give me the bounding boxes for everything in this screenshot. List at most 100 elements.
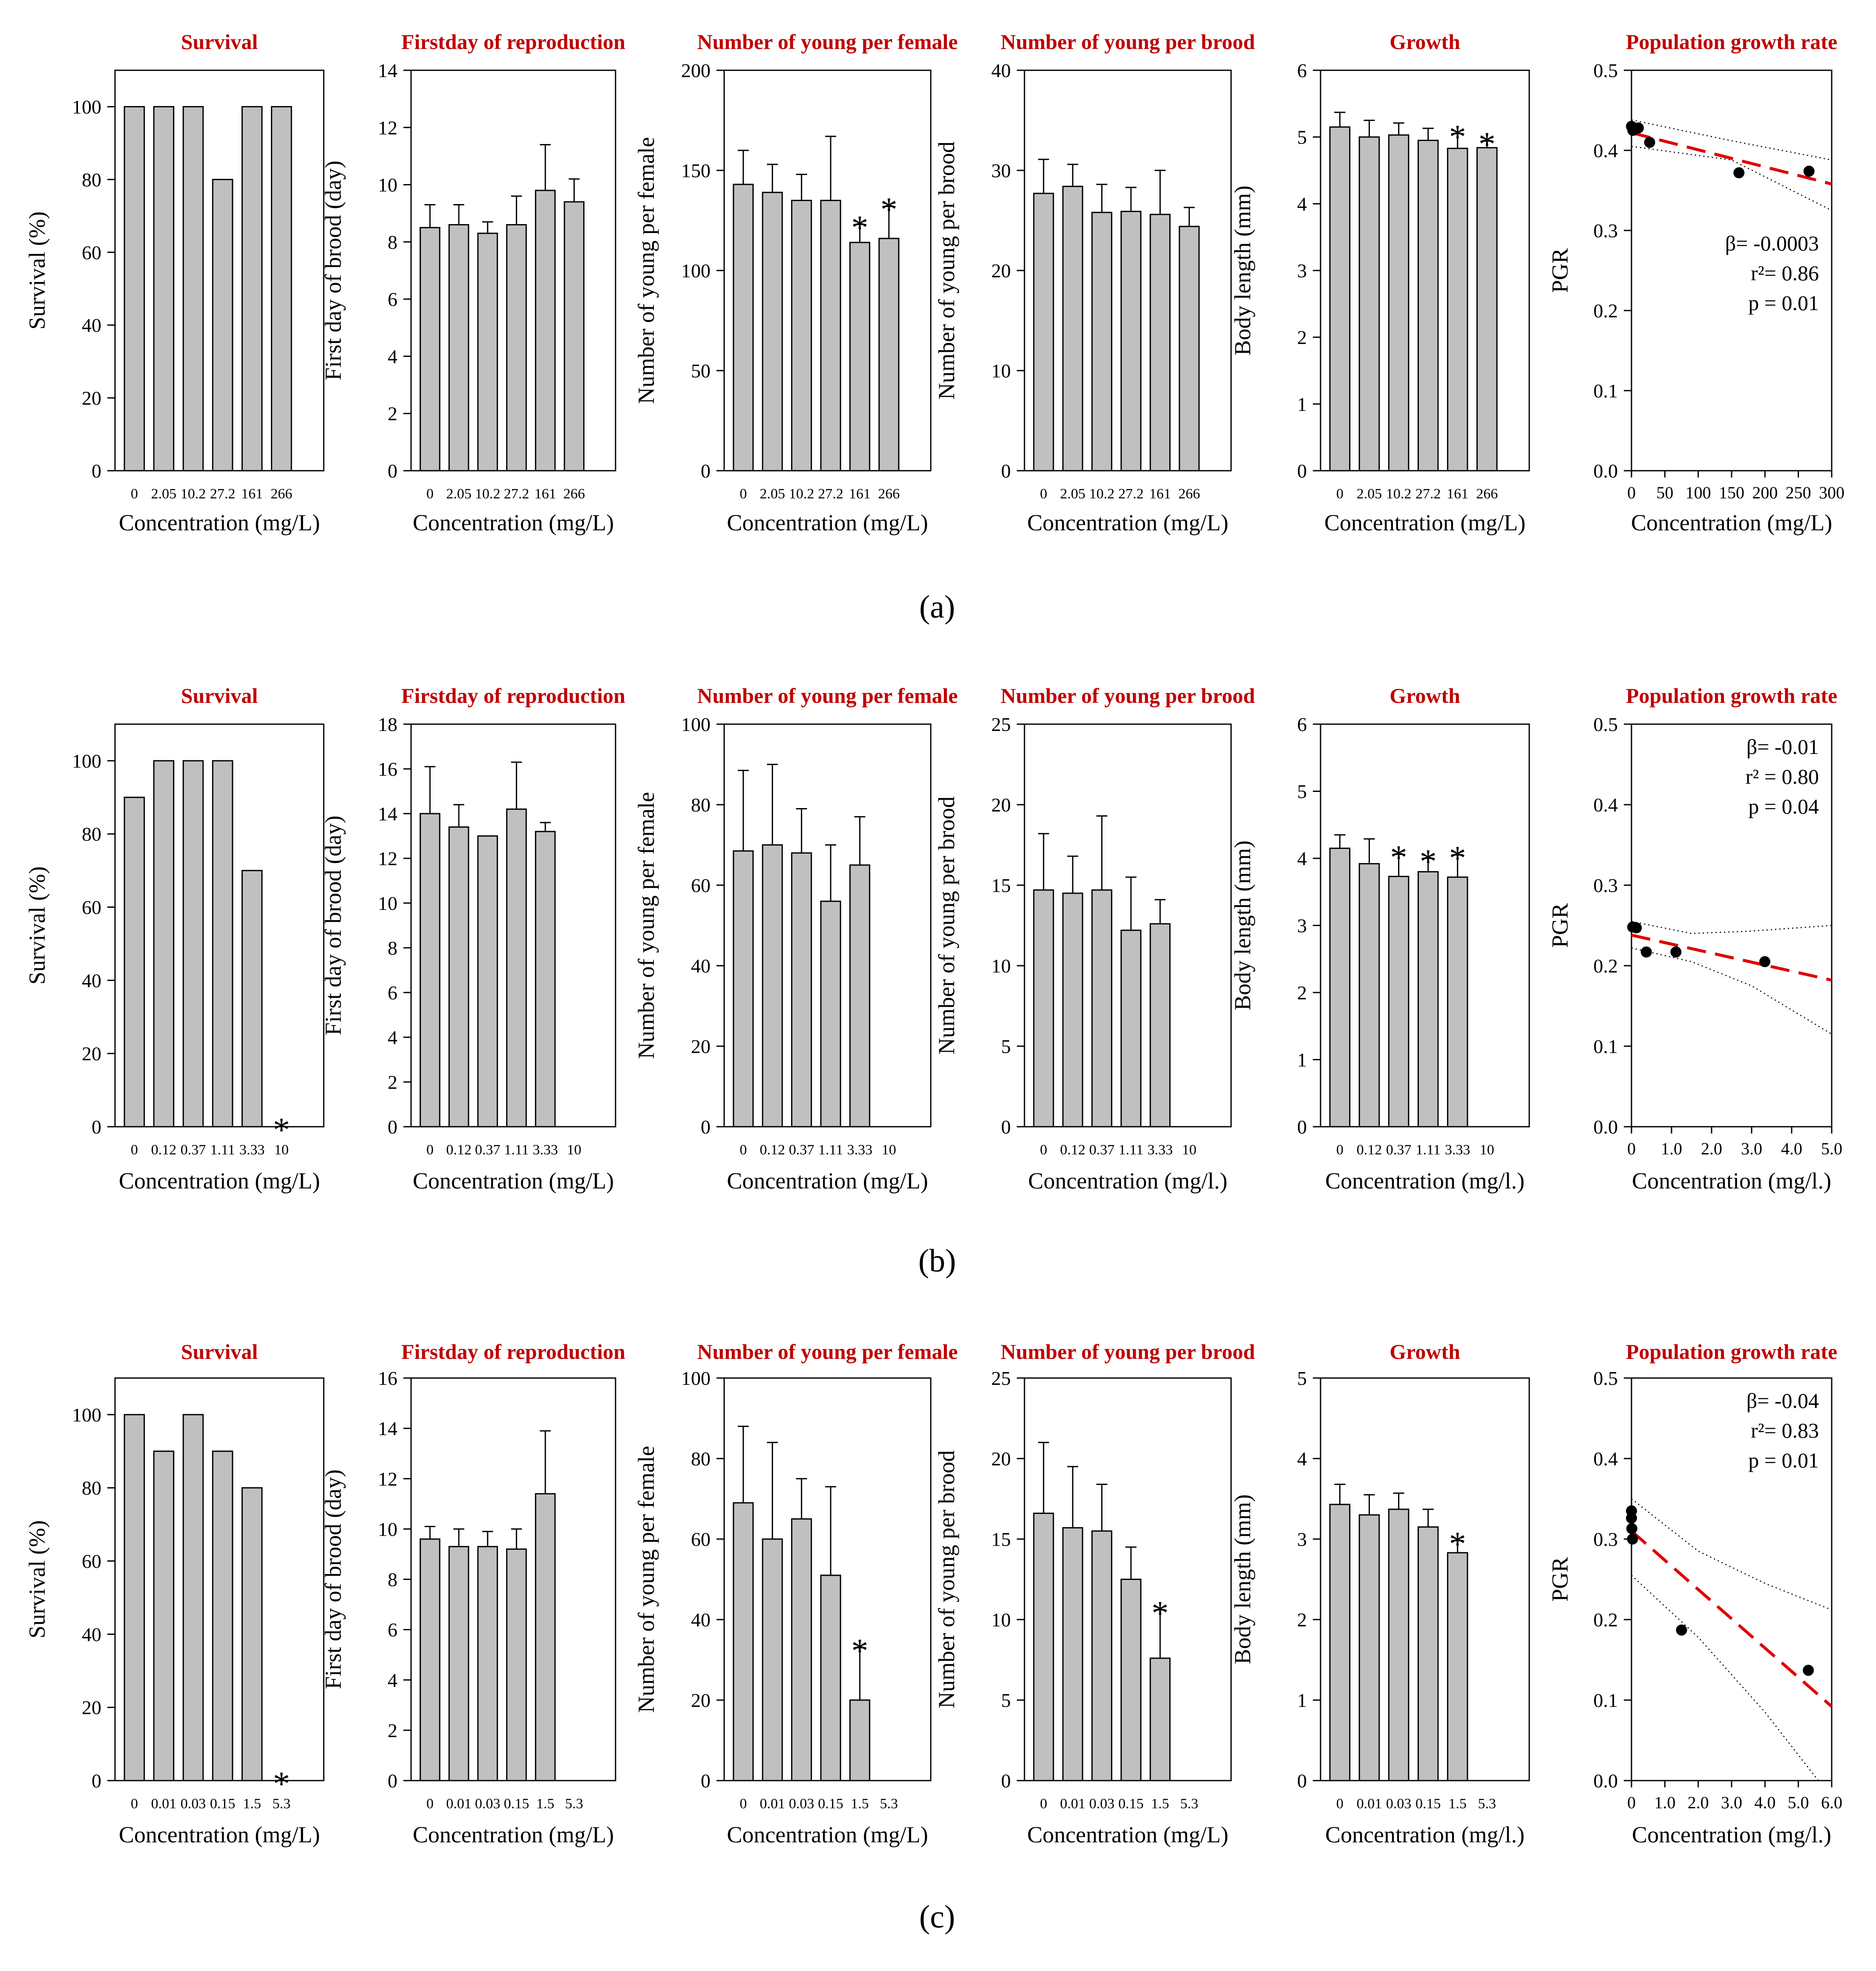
significance-star: * <box>273 1765 290 1803</box>
y-axis-label: PGR <box>1547 1557 1573 1602</box>
y-tick-label: 1 <box>1297 1049 1307 1071</box>
y-axis-label: PGR <box>1547 248 1573 293</box>
significance-star: * <box>1449 118 1466 156</box>
data-point <box>1803 1665 1814 1676</box>
bar <box>182 760 204 1128</box>
x-axis-label: Concentration (mg/L) <box>727 1822 928 1847</box>
y-tick-label: 4 <box>1297 1448 1307 1470</box>
chart-title: Firstday of reproduction <box>401 30 625 54</box>
chart-title: Number of young per brood <box>1001 684 1255 708</box>
x-tick-label: 0.12 <box>1357 1142 1382 1158</box>
regression-line <box>1631 933 1832 982</box>
x-tick-label: 0 <box>739 1142 747 1158</box>
y-tick-label: 20 <box>82 387 101 409</box>
regression-stat: p = 0.01 <box>1748 1448 1819 1472</box>
bar <box>762 1538 783 1781</box>
y-tick-label: 12 <box>378 1468 397 1490</box>
x-tick-label: 0 <box>1336 486 1344 502</box>
y-tick-label: 10 <box>378 892 397 914</box>
x-tick-label: 266 <box>270 486 292 502</box>
y-axis-label: Number of young per brood <box>934 141 959 400</box>
chart-growth: Growth 0 1 2 3 4 5 6 Body length (mm) Concentrati… <box>1230 30 1530 535</box>
x-tick-label: 5.0 <box>1821 1139 1842 1158</box>
y-tick-label: 2 <box>1297 327 1307 348</box>
y-axis-label: Survival (%) <box>24 211 50 329</box>
y-tick-label: 2 <box>1297 982 1307 1004</box>
x-tick-label: 5.3 <box>1478 1796 1496 1812</box>
x-tick-label: 0.37 <box>475 1142 501 1158</box>
x-tick-label: 4.0 <box>1781 1139 1802 1158</box>
x-tick-label: 27.2 <box>1416 486 1441 502</box>
y-tick-label: 2 <box>388 403 397 425</box>
y-tick-label: 0.5 <box>1594 1367 1618 1389</box>
y-tick-label: 0 <box>1297 460 1307 482</box>
y-tick-label: 10 <box>991 360 1011 382</box>
bar <box>153 760 175 1128</box>
x-tick-label: 0.12 <box>760 1142 785 1158</box>
x-tick-label: 0 <box>1040 486 1047 502</box>
x-tick-label: 1.5 <box>851 1796 869 1812</box>
x-axis-label: Concentration (mg/L) <box>119 510 320 535</box>
x-tick-label: 10.2 <box>789 486 814 502</box>
x-tick-label: 0.03 <box>1386 1796 1412 1812</box>
y-tick-label: 80 <box>82 823 101 845</box>
chart-title: Population growth rate <box>1626 30 1837 54</box>
chart-title: Growth <box>1390 684 1460 708</box>
x-axis-label: Concentration (mg/L) <box>413 1168 614 1194</box>
x-axis-label: Concentration (mg/l.) <box>1325 1168 1525 1194</box>
y-tick-label: 4 <box>388 1669 397 1691</box>
x-tick-label: 150 <box>1719 483 1744 502</box>
x-tick-label: 161 <box>241 486 263 502</box>
data-point <box>1676 1624 1687 1636</box>
y-tick-label: 8 <box>388 937 397 959</box>
regression-stat: r²= 0.83 <box>1751 1419 1819 1442</box>
y-tick-label: 6 <box>388 982 397 1004</box>
x-tick-label: 2.05 <box>151 486 177 502</box>
bar <box>212 760 233 1128</box>
x-tick-label: 10 <box>1182 1142 1197 1158</box>
y-tick-label: 0 <box>92 1116 101 1138</box>
bar <box>878 238 900 472</box>
y-tick-label: 14 <box>378 60 397 81</box>
y-tick-label: 2 <box>1297 1609 1307 1631</box>
y-tick-label: 80 <box>691 1448 711 1470</box>
y-tick-label: 0.5 <box>1594 714 1618 735</box>
y-tick-label: 14 <box>378 1418 397 1439</box>
x-tick-label: 1.0 <box>1661 1139 1682 1158</box>
bar <box>820 200 841 472</box>
x-tick-label: 2.05 <box>760 486 785 502</box>
x-tick-label: 161 <box>535 486 556 502</box>
bar <box>124 106 145 472</box>
bar <box>762 192 783 472</box>
x-tick-label: 0.01 <box>446 1796 472 1812</box>
x-tick-label: 2.05 <box>1060 486 1085 502</box>
bar <box>1388 1508 1410 1781</box>
chart-number-of-young-per-brood: Number of young per brood 0 10 20 30 40 Number… <box>934 30 1255 535</box>
y-tick-label: 3 <box>1297 260 1307 282</box>
y-tick-label: 5 <box>1297 127 1307 148</box>
x-tick-label: 1.5 <box>1448 1796 1467 1812</box>
chart-title: Survival <box>181 684 258 708</box>
y-tick-label: 25 <box>991 1367 1011 1389</box>
chart-number-of-young-per-brood: Number of young per brood 0 5 10 15 20 25 Numbe… <box>934 1340 1255 1847</box>
x-tick-label: 0 <box>1336 1796 1344 1812</box>
x-axis-label: Concentration (mg/L) <box>1324 510 1525 535</box>
y-axis-label: First day of brood (day) <box>320 816 346 1036</box>
data-point <box>1759 956 1771 967</box>
x-tick-label: 0.01 <box>760 1796 785 1812</box>
bar <box>153 106 175 472</box>
bar <box>241 106 263 472</box>
x-axis-label: Concentration (mg/L) <box>727 510 928 535</box>
confidence-band-upper <box>1631 1498 1832 1611</box>
bar <box>1329 847 1351 1128</box>
x-tick-label: 3.0 <box>1741 1139 1762 1158</box>
x-tick-label: 1.11 <box>504 1142 529 1158</box>
regression-stat: β= -0.04 <box>1747 1389 1819 1413</box>
y-tick-label: 0 <box>1001 460 1011 482</box>
y-tick-label: 40 <box>991 60 1011 81</box>
bar <box>271 106 292 472</box>
bar <box>791 200 812 472</box>
bar <box>791 1518 812 1781</box>
